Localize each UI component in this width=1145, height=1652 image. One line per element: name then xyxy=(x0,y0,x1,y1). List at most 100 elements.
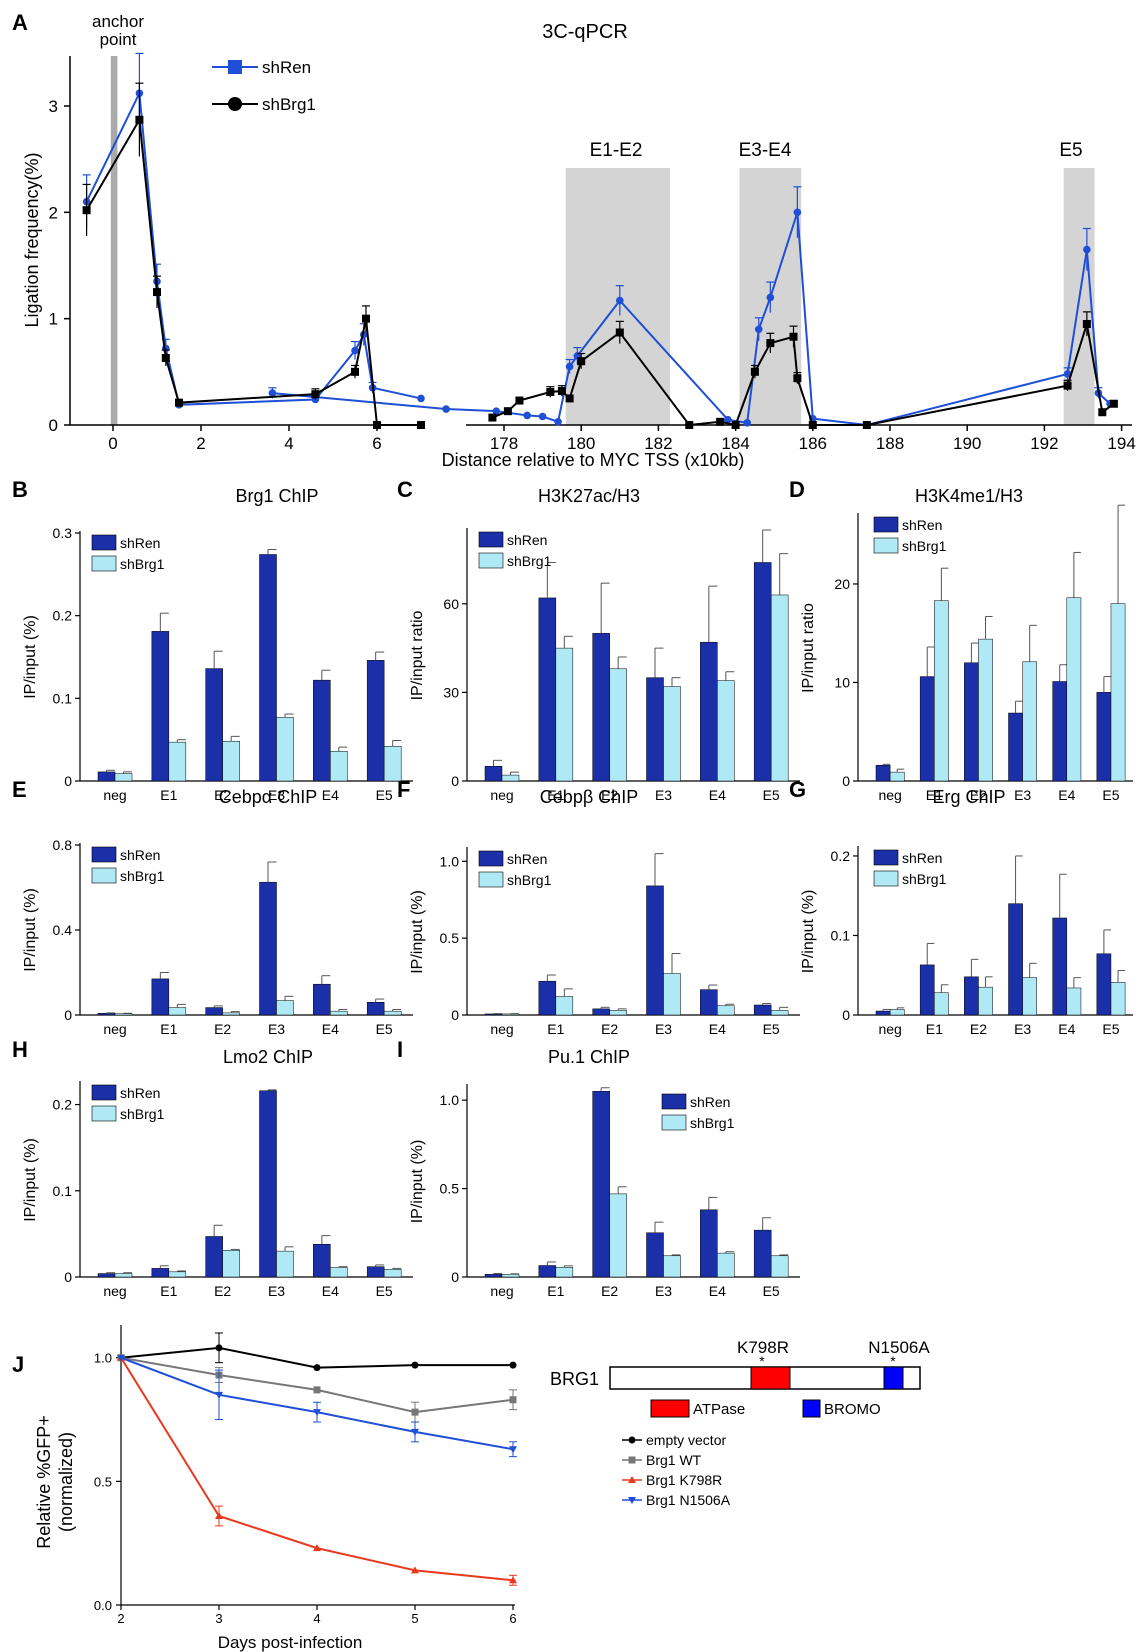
x-tick-label: 4 xyxy=(313,1611,320,1626)
data-point-shbrg1 xyxy=(577,357,586,366)
legend-swatch-shbrg1 xyxy=(873,537,899,554)
panel-title: Cebpα ChIP xyxy=(219,787,317,807)
bar-shbrg1 xyxy=(276,1000,294,1016)
y-tick-label: 0.2 xyxy=(53,1097,73,1113)
data-point-brg1-k798r xyxy=(411,1566,419,1574)
data-point-shren xyxy=(417,394,425,403)
legend-swatch-shbrg1 xyxy=(91,867,117,884)
category-label: neg xyxy=(878,787,901,803)
bar-shren xyxy=(753,1004,772,1016)
bar-shbrg1 xyxy=(770,594,789,782)
y-tick-label: 0 xyxy=(842,773,850,789)
bar-shren xyxy=(205,668,223,782)
mutation-label-k798r: K798R xyxy=(737,1338,789,1357)
legend-label-shren: shRen xyxy=(690,1094,730,1110)
bar-shbrg1 xyxy=(717,680,735,782)
bromo-key-label: BROMO xyxy=(824,1401,881,1418)
panel-j-ylabel-1: Relative %GFP+ xyxy=(34,1415,54,1549)
panel-letter: E xyxy=(12,777,27,802)
y-tick-label: 1.0 xyxy=(440,853,460,869)
data-point-shren xyxy=(793,208,802,217)
bar-shbrg1 xyxy=(1066,987,1082,1016)
bar-shren xyxy=(151,978,170,1016)
panel-b: B Brg1 ChIP IP/input (%) 0 0.1 0.2 0.3 neg E1 E2 E… xyxy=(12,477,413,803)
y-axis-label: IP/input ratio xyxy=(800,603,817,693)
data-point-brg1-n1506a xyxy=(215,1391,223,1399)
legend-label-shbrg1: shBrg1 xyxy=(120,556,165,572)
bar-shren xyxy=(875,1010,891,1016)
panel-letter: H xyxy=(12,1037,28,1062)
category-label: E5 xyxy=(376,1283,393,1299)
bar-shren xyxy=(313,983,331,1016)
panel-f: F Cebpβ ChIP IP/input (%) 0 0.5 1.0 neg E1 E2 E3 E… xyxy=(397,777,800,1037)
data-point-brg1-wt xyxy=(509,1396,517,1404)
x-tick-label: 5 xyxy=(411,1611,418,1626)
legend-label-brg1-k798r: Brg1 K798R xyxy=(646,1472,722,1488)
legend-label-shren: shRen xyxy=(262,58,311,77)
legend-swatch-shren xyxy=(91,534,117,551)
category-label: E4 xyxy=(1058,1021,1075,1037)
bar-shren xyxy=(366,1002,385,1016)
legend-swatch-shbrg1 xyxy=(661,1114,687,1131)
panel-j-plot: 0.0 0.5 1.0 2 3 4 5 6 xyxy=(94,1325,517,1626)
category-label: E3 xyxy=(268,1283,285,1299)
bar-shren xyxy=(151,631,170,782)
bar-shbrg1 xyxy=(609,1010,627,1016)
y-tick-label: 0.3 xyxy=(53,525,73,541)
panel-a-ylabel: Ligation frequency(%) xyxy=(22,152,42,327)
category-label: E1 xyxy=(547,1283,564,1299)
legend-swatch-shbrg1 xyxy=(478,552,504,569)
bar-shbrg1 xyxy=(555,996,574,1016)
category-label: E1 xyxy=(926,1021,943,1037)
data-point-shren xyxy=(724,415,732,424)
bar-shren xyxy=(97,771,116,782)
x-tick-label: 0 xyxy=(108,434,117,453)
data-point-shren xyxy=(268,389,277,397)
y-tick-label: 0 xyxy=(49,416,58,435)
anchor-label-1: anchor xyxy=(92,12,144,31)
bar-shren xyxy=(259,554,277,782)
category-label: neg xyxy=(103,1283,126,1299)
data-point-brg1-wt xyxy=(411,1408,419,1416)
data-point-empty-vector xyxy=(411,1361,419,1369)
category-label: E2 xyxy=(214,787,231,803)
brg1-domain-diagram: BRG1 K798R * N1506A * ATPase BROMO xyxy=(550,1338,930,1418)
bar-shren xyxy=(919,676,935,782)
category-label: neg xyxy=(490,1021,513,1037)
legend-swatch-shren xyxy=(91,846,117,863)
bar-shren xyxy=(484,765,503,782)
bar-shbrg1 xyxy=(555,1267,574,1278)
bar-shren xyxy=(964,976,979,1016)
data-point-shbrg1 xyxy=(311,390,320,399)
legend-marker-shbrg1 xyxy=(228,97,242,111)
legend-swatch-shbrg1 xyxy=(873,870,899,887)
panel-title: Pu.1 ChIP xyxy=(548,1047,630,1067)
y-tick-label: 0.5 xyxy=(440,930,460,946)
bar-shbrg1 xyxy=(501,1274,520,1278)
mutation-star-k798r: * xyxy=(759,1353,765,1369)
bar-shren xyxy=(875,764,891,782)
legend-label-shbrg1: shBrg1 xyxy=(120,868,165,884)
bar-shren xyxy=(646,1232,664,1278)
panel-title: Cebpβ ChIP xyxy=(540,787,638,807)
legend-label-shbrg1: shBrg1 xyxy=(262,95,316,114)
category-label: E3 xyxy=(655,787,672,803)
category-label: E5 xyxy=(763,787,780,803)
data-point-brg1-n1506a xyxy=(313,1409,321,1417)
category-label: E5 xyxy=(763,1021,780,1037)
data-point-brg1-wt xyxy=(313,1386,321,1394)
bar-shbrg1 xyxy=(934,600,949,782)
x-tick-label: 182 xyxy=(644,434,672,453)
category-label: E4 xyxy=(322,1021,339,1037)
bar-shbrg1 xyxy=(770,1255,789,1278)
legend-label-shren: shRen xyxy=(507,851,547,867)
bar-shren xyxy=(700,641,718,782)
bar-shren xyxy=(753,1229,772,1278)
bar-shbrg1 xyxy=(276,717,294,782)
panel-j-xlabel: Days post-infection xyxy=(218,1633,363,1652)
y-tick-label: 0 xyxy=(64,1269,72,1285)
bar-shren xyxy=(205,1236,223,1278)
bar-shren xyxy=(592,633,610,782)
